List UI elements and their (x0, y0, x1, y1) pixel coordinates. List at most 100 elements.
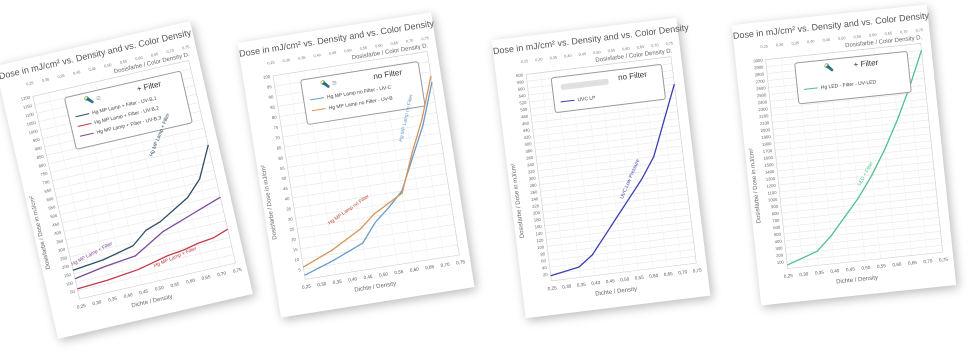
top-tick-label: 0,55 (359, 46, 367, 51)
x-tick-label: 0,75 (232, 267, 242, 274)
top-tick-label: 0,25 (760, 44, 768, 49)
top-tick-label: 0,65 (884, 31, 892, 36)
y-tick-label: 5 (298, 267, 302, 272)
y-tick-label: 1100 (24, 111, 35, 118)
y-tick-label: 160 (534, 224, 542, 230)
y-tick-label: 300 (528, 175, 536, 181)
y-tick-label: 1000 (768, 197, 778, 203)
top-tick-label: 0,55 (119, 59, 127, 65)
y-tick-label: 45 (283, 186, 289, 192)
x-tick-label: 0,50 (620, 276, 630, 282)
top-tick-label: 0,60 (869, 33, 877, 38)
y-tick-label: 750 (40, 170, 49, 177)
x-tick-label: 0,55 (635, 275, 645, 281)
y-tick-label: 2200 (759, 113, 769, 119)
x-tick-label: 0,30 (799, 271, 809, 277)
y-tick-label: 50 (281, 176, 287, 182)
y-tick-label: 50 (70, 289, 76, 295)
top-tick-label: 0,25 (521, 59, 529, 64)
x-tick-label: 0,35 (577, 282, 587, 288)
top-tick-label: 0,75 (421, 36, 429, 41)
y-tick-label: 850 (36, 154, 45, 161)
x-tick-label: 0,45 (846, 266, 856, 272)
y-tick-label: 2500 (757, 92, 767, 98)
y-tick-label: 95 (267, 84, 273, 90)
y-tick-label: 100 (65, 280, 74, 287)
y-tick-label: 1700 (763, 148, 773, 154)
y-tick-label: 550 (48, 204, 57, 211)
y-tick-label: 140 (535, 231, 543, 237)
y-tick-label: 100 (777, 259, 785, 265)
y-tick-label: 2800 (755, 71, 765, 77)
chart-plot: 1002003004005006007008009001000110012001… (753, 28, 949, 279)
y-tick-label: 950 (32, 137, 41, 144)
plot-frame (765, 43, 944, 269)
y-tick-label: 800 (38, 162, 47, 169)
top-tick-label: 0,60 (622, 47, 630, 52)
top-tick-label: 0,30 (282, 58, 290, 63)
plot-frame (32, 60, 236, 300)
y-tick-label: 55 (280, 165, 286, 171)
y-tick-label: 100 (263, 74, 271, 80)
y-tick-label: 1150 (23, 103, 34, 110)
legend-entry-label: Hg LED - Filter - UV-LED (820, 79, 877, 92)
y-tick-label: 700 (42, 179, 51, 186)
x-tick-label: 0,30 (317, 281, 327, 287)
top-tick-label: 0,65 (636, 45, 644, 50)
y-tick-label: 65 (276, 145, 282, 151)
legend-entry-label: UVC LP (577, 95, 596, 104)
x-tick-label: 0,45 (139, 288, 149, 295)
x-tick-label: 0,40 (830, 268, 840, 274)
top-tick-label: 0,35 (298, 56, 306, 61)
x-tick-label: 0,55 (877, 263, 887, 269)
x-tick-label: 0,35 (815, 270, 825, 276)
x-tick-label: 0,40 (123, 292, 133, 299)
x-tick-label: 0,35 (108, 296, 118, 303)
legend-filter-label: + Filter (853, 57, 879, 70)
x-tick-label: 0,25 (302, 284, 312, 290)
lamp-icon: 🔦 (823, 62, 835, 73)
x-tick-label: 0,70 (923, 258, 933, 264)
top-tick-label: 0,55 (853, 35, 861, 40)
x-tick-label: 0,70 (678, 269, 688, 275)
y-tick-label: 800 (771, 211, 779, 217)
y-tick-label: 340 (527, 162, 535, 168)
y-tick-label: 80 (272, 114, 278, 120)
y-tick-label: 120 (536, 237, 544, 243)
legend-entry: UVC LP (560, 95, 596, 105)
y-tick-label: 600 (773, 225, 781, 231)
y-tick-label: 400 (54, 230, 63, 237)
legend-filter-label: no Filter (617, 69, 648, 83)
y-tick-label: 450 (52, 221, 61, 228)
y-tick-label: 500 (50, 213, 59, 220)
legend-filter-label: no Filter (372, 67, 403, 82)
y-tick-label: 460 (522, 120, 530, 126)
top-tick-label: 0,30 (776, 43, 784, 48)
top-tick-label: 0,70 (900, 30, 908, 35)
x-tick-label: 0,50 (379, 271, 389, 277)
y-tick-label: 500 (774, 231, 782, 237)
top-tick-label: 0,25 (267, 60, 275, 65)
top-tick-label: 0,50 (838, 36, 846, 41)
top-tick-label: 0,35 (550, 56, 558, 61)
x-tick-label: 0,50 (154, 285, 164, 292)
plot-frame (272, 51, 460, 280)
y-tick-label: 520 (519, 100, 527, 106)
lamp-icon: 🔦 ≡ (319, 78, 338, 90)
y-tick-label: 300 (58, 246, 67, 253)
y-tick-label: 1200 (20, 94, 31, 101)
y-tick-label: 1500 (764, 162, 774, 168)
x-tick-label: 0,55 (170, 281, 180, 288)
y-tick-label: 150 (63, 272, 72, 279)
y-tick-label: 540 (518, 93, 526, 99)
top-tick-label: 0,60 (375, 43, 383, 48)
y-tick-label: 900 (34, 145, 43, 152)
x-tick-label: 0,25 (76, 303, 86, 310)
x-tick-label: 0,65 (663, 271, 673, 277)
top-tick-label: 0,40 (564, 54, 572, 59)
top-tick-label: 0,50 (593, 50, 601, 55)
y-tick-label: 180 (534, 217, 542, 223)
x-tick-label: 0,60 (892, 262, 902, 268)
y-tick-label: 60 (278, 155, 284, 161)
